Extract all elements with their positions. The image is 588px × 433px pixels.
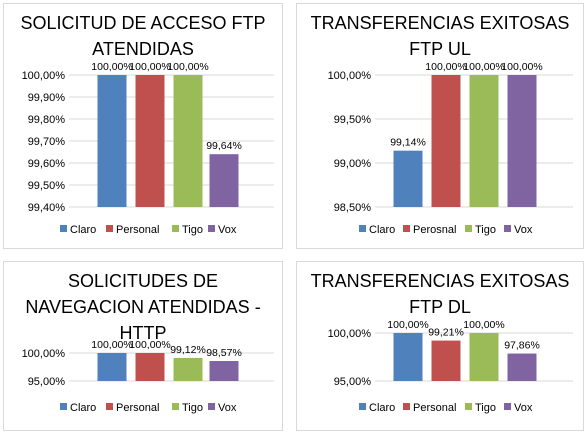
chart-svg: 99,40% 99,50% 99,60% 99,70% 99,80% 99,90% 100,… [22,61,274,236]
data-label: 100,00% [167,61,208,73]
chart-title: TRANSFERENCIAS EXITOSAS FTP UL [310,13,570,59]
y-tick-label: 100,00% [328,328,372,340]
legend-label: Vox [218,224,237,236]
bar-personal [135,353,165,381]
bar-claro [393,333,423,381]
legend-label: Tigo [475,224,496,236]
legend-swatch [465,225,472,232]
y-tick-label: 99,80% [28,114,66,126]
data-label: 100,00% [129,61,170,73]
bar-vox [209,361,239,381]
data-label: 97,86% [504,340,540,352]
bar-tigo [469,75,499,207]
data-label: 100,00% [129,339,170,351]
chart-title: SOLICITUDES DE NAVEGACION ATENDIDAS - HT… [25,271,261,343]
data-label: 99,12% [170,344,206,356]
y-tick-label: 99,90% [28,92,66,104]
legend-label: Claro [70,402,96,414]
data-label: 100,00% [463,319,504,331]
bar-tigo [469,333,499,381]
y-tick-label: 99,50% [28,180,66,192]
legend-swatch [60,403,67,410]
chart-svg: 95,00%100,00%100,00%100,00% 99,12% 98,57%C… [22,339,274,414]
legend-label: Vox [514,402,533,414]
y-tick-label: 99,50% [334,114,372,126]
data-label: 99,21% [428,327,464,339]
legend-label: Personal [116,224,159,236]
legend-swatch [504,225,511,232]
legend-label: Claro [369,224,395,236]
legend-label: Claro [70,224,96,236]
y-tick-label: 95,00% [28,376,66,388]
bar-perosnal [431,75,461,207]
y-tick-label: 99,40% [28,202,66,214]
y-tick-label: 100,00% [328,70,372,82]
data-label: 99,14% [390,137,426,149]
bar-tigo [173,357,203,381]
legend-label: Vox [514,224,533,236]
legend-swatch [208,225,215,232]
legend-label: Personal [116,402,159,414]
y-tick-label: 100,00% [22,348,66,360]
chart-title: TRANSFERENCIAS EXITOSAS FTP DL [310,271,570,317]
legend-label: Personal [413,402,456,414]
chart-panel-solicitud-acceso-ftp: SOLICITUD DE ACCESO FTP ATENDIDAS 99,40%… [3,3,283,249]
legend-swatch [208,403,215,410]
legend-swatch [172,403,179,410]
bar-vox [507,75,537,207]
chart-panel-solicitudes-navegacion-http: SOLICITUDES DE NAVEGACION ATENDIDAS - HT… [3,261,283,431]
y-tick-label: 98,50% [334,202,372,214]
legend-swatch [359,403,366,410]
legend-swatch [403,403,410,410]
legend-label: Perosnal [413,224,456,236]
bar-claro [97,75,127,207]
chart-panel-transferencias-ftp-dl: TRANSFERENCIAS EXITOSAS FTP DL 95,00% 100… [296,261,584,431]
legend-swatch [403,225,410,232]
bar-claro [97,353,127,381]
y-tick-label: 99,70% [28,136,66,148]
legend-label: Claro [369,402,395,414]
data-label: 100,00% [387,319,428,331]
chart-svg: 95,00%100,00%100,00%99,21%100,00%97,86%C… [328,319,573,414]
y-tick-label: 99,00% [334,158,372,170]
data-label: 99,64% [206,140,242,152]
legend-swatch [465,403,472,410]
bar-tigo [173,75,203,207]
y-tick-label: 95,00% [334,376,372,388]
legend-label: Tigo [182,224,203,236]
data-label: 100,00% [501,61,542,73]
bar-personal [431,340,461,381]
data-label: 100,00% [91,339,132,351]
legend-label: Vox [218,402,237,414]
legend-swatch [106,403,113,410]
bar-claro [393,150,423,207]
legend-swatch [504,403,511,410]
legend-swatch [60,225,67,232]
bar-vox [507,353,537,381]
legend-label: Tigo [182,402,203,414]
data-label: 100,00% [463,61,504,73]
data-label: 100,00% [91,61,132,73]
chart-svg: 98,50%99,00%99,50%100,00%99,14%100,00%10… [328,61,573,236]
chart-panel-transferencias-ftp-ul: TRANSFERENCIAS EXITOSAS FTP UL 98,50% 99,… [296,3,584,249]
legend-swatch [359,225,366,232]
data-label: 98,57% [206,347,242,359]
chart-title: SOLICITUD DE ACCESO FTP ATENDIDAS [20,13,266,59]
bar-personal [135,75,165,207]
legend-label: Tigo [475,402,496,414]
legend-swatch [172,225,179,232]
data-label: 100,00% [425,61,466,73]
bar-vox [209,154,239,207]
y-tick-label: 99,60% [28,158,66,170]
y-tick-label: 100,00% [22,70,66,82]
legend-swatch [106,225,113,232]
